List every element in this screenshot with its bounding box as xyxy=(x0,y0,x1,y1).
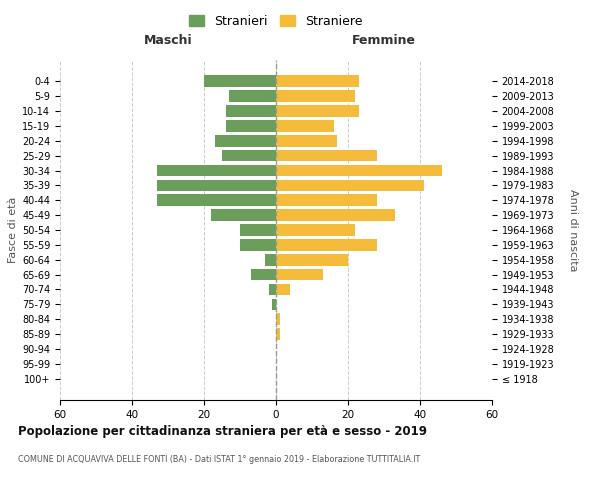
Bar xyxy=(276,284,290,296)
Legend: Stranieri, Straniere: Stranieri, Straniere xyxy=(185,11,367,32)
Bar xyxy=(276,105,359,117)
Y-axis label: Fasce di età: Fasce di età xyxy=(8,197,18,263)
Bar xyxy=(276,269,323,280)
Bar xyxy=(276,239,377,250)
Text: Popolazione per cittadinanza straniera per età e sesso - 2019: Popolazione per cittadinanza straniera p… xyxy=(18,425,427,438)
Bar xyxy=(240,239,276,250)
Bar xyxy=(226,105,276,117)
Text: Maschi: Maschi xyxy=(143,34,193,48)
Y-axis label: Anni di nascita: Anni di nascita xyxy=(568,188,578,271)
Bar xyxy=(157,164,276,176)
Text: COMUNE DI ACQUAVIVA DELLE FONTI (BA) - Dati ISTAT 1° gennaio 2019 - Elaborazione: COMUNE DI ACQUAVIVA DELLE FONTI (BA) - D… xyxy=(18,455,420,464)
Bar xyxy=(276,314,280,325)
Bar xyxy=(276,90,355,102)
Bar xyxy=(157,180,276,191)
Text: Femmine: Femmine xyxy=(352,34,416,48)
Bar xyxy=(276,210,395,221)
Bar xyxy=(276,254,348,266)
Bar xyxy=(215,135,276,146)
Bar xyxy=(272,298,276,310)
Bar xyxy=(251,269,276,280)
Bar xyxy=(204,76,276,87)
Bar xyxy=(276,76,359,87)
Bar xyxy=(276,224,355,236)
Bar xyxy=(276,135,337,146)
Bar xyxy=(222,150,276,162)
Bar xyxy=(276,150,377,162)
Bar xyxy=(276,194,377,206)
Bar xyxy=(226,120,276,132)
Bar xyxy=(265,254,276,266)
Bar xyxy=(269,284,276,296)
Bar xyxy=(157,194,276,206)
Bar xyxy=(211,210,276,221)
Bar xyxy=(276,164,442,176)
Bar xyxy=(276,328,280,340)
Bar xyxy=(276,120,334,132)
Bar xyxy=(276,180,424,191)
Bar xyxy=(229,90,276,102)
Bar xyxy=(240,224,276,236)
